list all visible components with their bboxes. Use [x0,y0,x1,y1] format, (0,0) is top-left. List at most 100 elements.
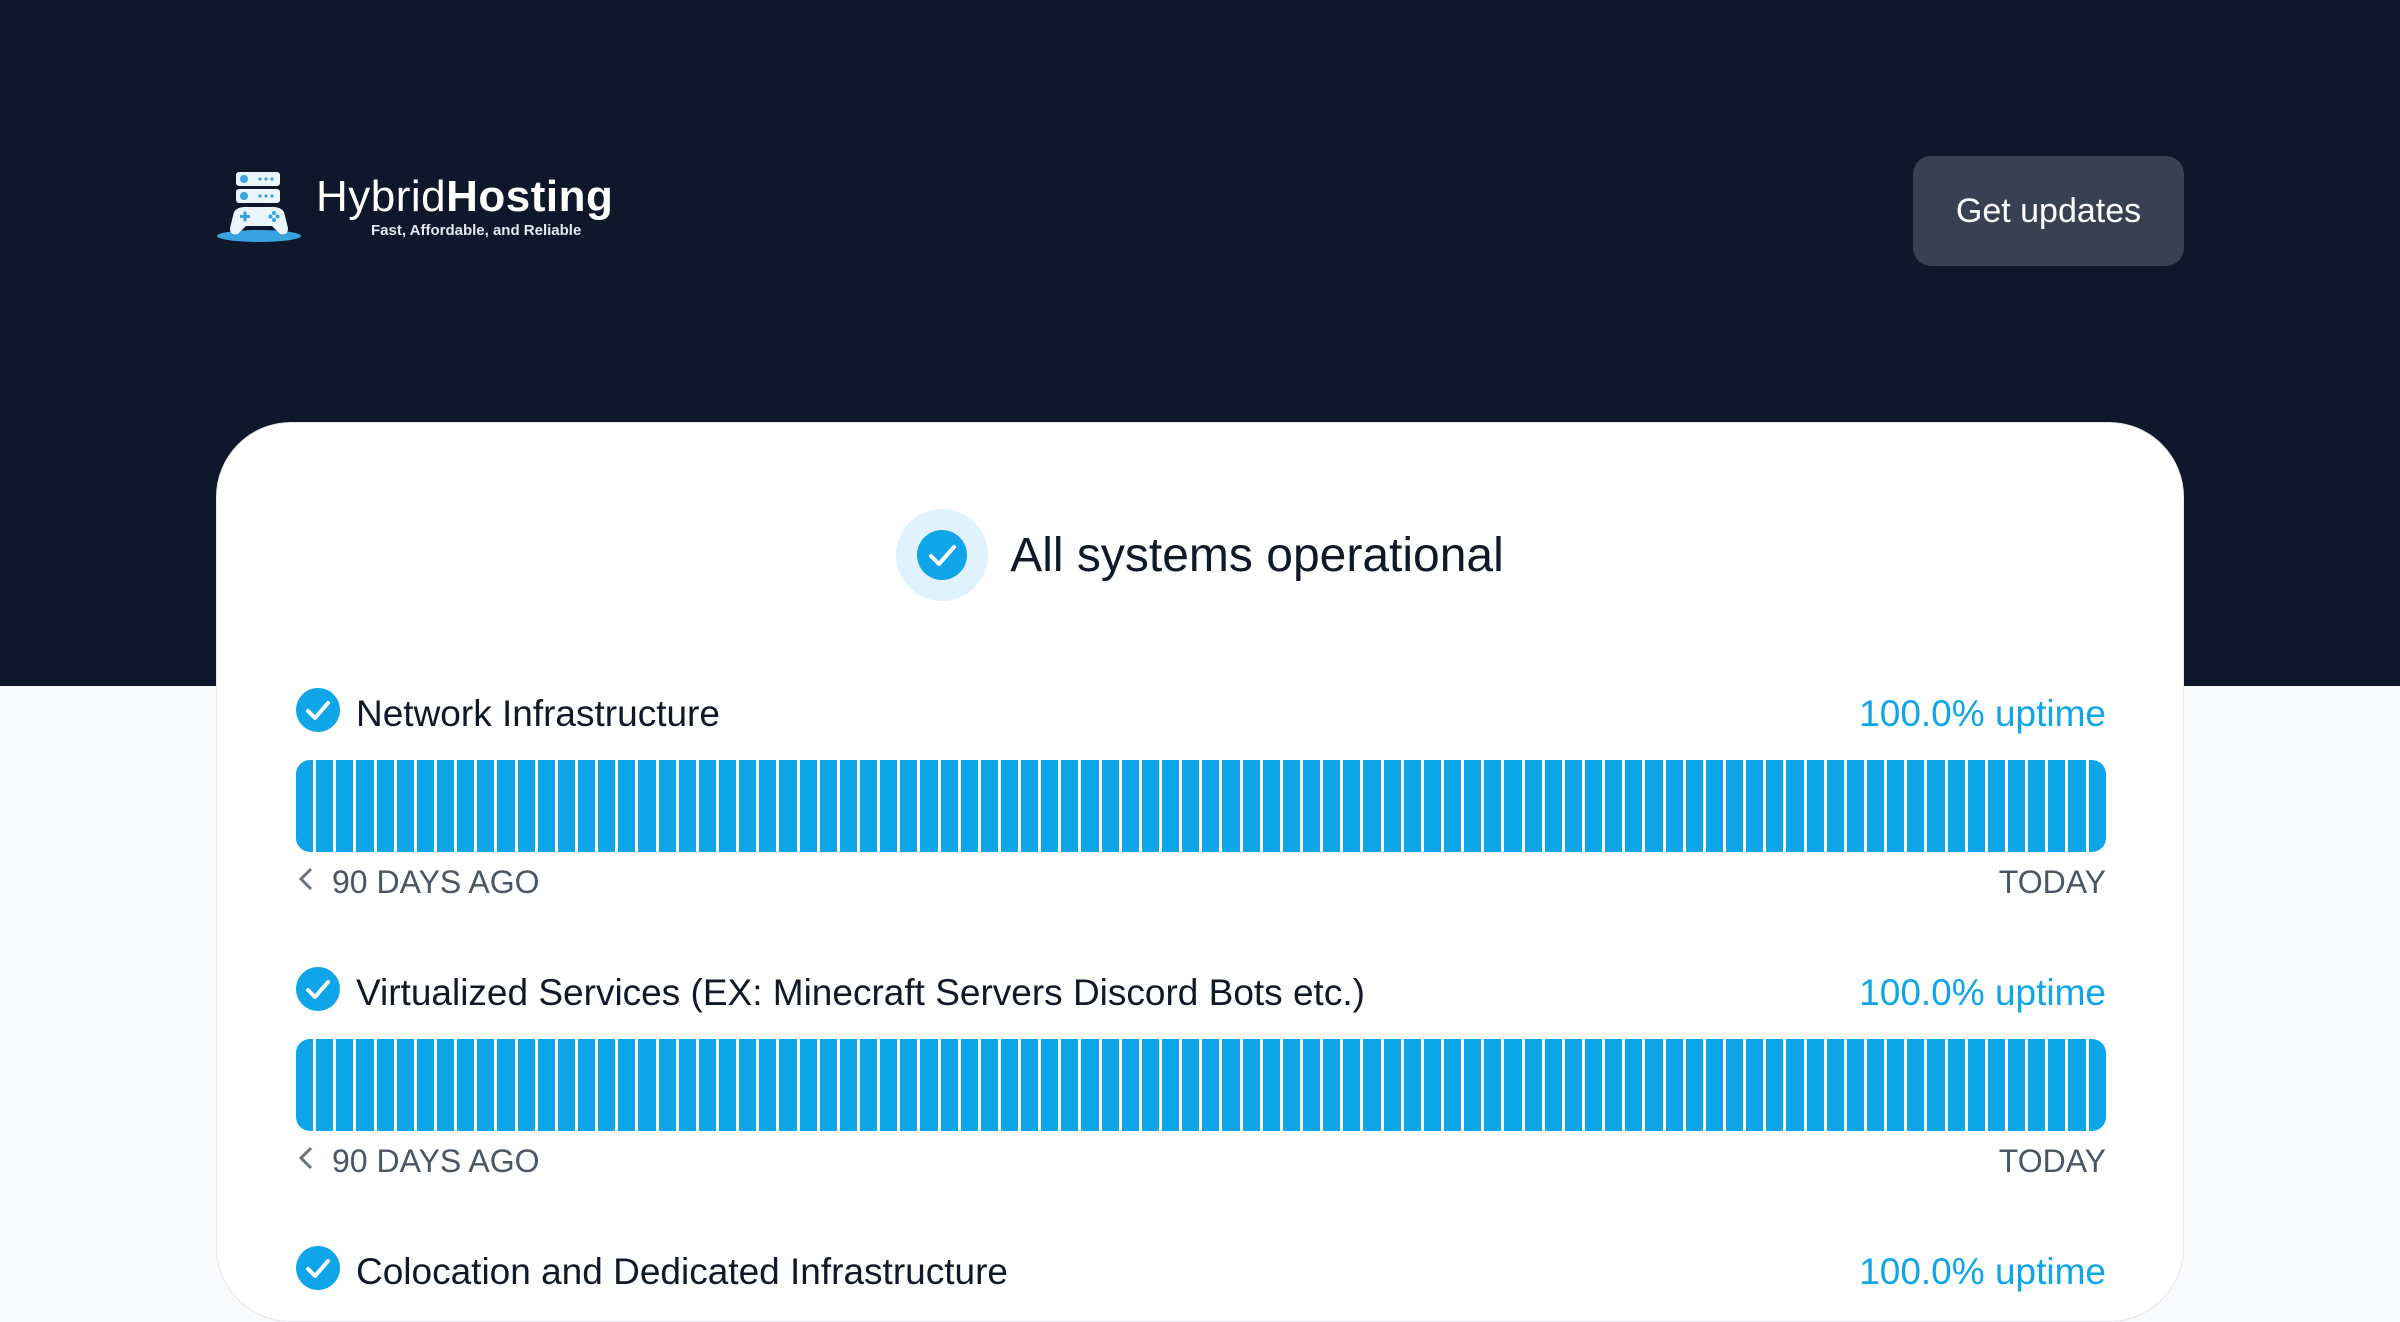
uptime-day-bar[interactable] [960,1039,978,1131]
uptime-day-bar[interactable] [1705,1039,1723,1131]
uptime-day-bar[interactable] [1887,760,1905,852]
uptime-day-bar[interactable] [1947,1039,1965,1131]
uptime-day-bar[interactable] [1887,1039,1905,1131]
uptime-day-bar[interactable] [1625,760,1643,852]
uptime-day-bar[interactable] [718,760,737,852]
uptime-day-bar[interactable] [859,760,878,852]
uptime-day-bar[interactable] [2068,760,2086,852]
uptime-day-bar[interactable] [1141,760,1160,852]
uptime-day-bar[interactable] [1323,760,1341,852]
chevron-left-icon[interactable] [296,1143,316,1180]
uptime-day-bar[interactable] [1343,760,1361,852]
uptime-day-bar[interactable] [1585,760,1603,852]
uptime-day-bar[interactable] [1786,760,1804,852]
logo[interactable]: HybridHosting Fast, Affordable, and Reli… [216,170,613,242]
uptime-day-bar[interactable] [1846,760,1864,852]
uptime-day-bar[interactable] [1202,760,1220,852]
uptime-day-bar[interactable] [296,760,314,852]
uptime-day-bar[interactable] [2048,760,2066,852]
get-updates-button[interactable]: Get updates [1913,156,2184,266]
uptime-day-bar[interactable] [436,760,455,852]
uptime-day-bar[interactable] [436,1039,455,1131]
uptime-day-bar[interactable] [759,1039,777,1131]
uptime-day-bar[interactable] [1021,760,1039,852]
uptime-day-bar[interactable] [839,1039,857,1131]
uptime-day-bar[interactable] [980,1039,998,1131]
uptime-day-bar[interactable] [1121,1039,1139,1131]
uptime-day-bar[interactable] [1182,1039,1200,1131]
uptime-day-bar[interactable] [1323,1039,1341,1131]
uptime-day-bar[interactable] [658,760,676,852]
uptime-day-bar[interactable] [1504,1039,1522,1131]
uptime-day-bar[interactable] [1423,760,1442,852]
uptime-day-bar[interactable] [1866,760,1885,852]
uptime-day-bar[interactable] [1363,1039,1381,1131]
uptime-day-bar[interactable] [497,1039,515,1131]
uptime-day-bar[interactable] [1182,760,1200,852]
uptime-day-bar[interactable] [1222,760,1240,852]
uptime-day-bar[interactable] [1403,1039,1421,1131]
uptime-day-bar[interactable] [819,1039,837,1131]
uptime-day-bar[interactable] [1303,1039,1321,1131]
uptime-day-bar[interactable] [396,1039,414,1131]
uptime-day-bar[interactable] [1141,1039,1160,1131]
uptime-day-bar[interactable] [819,760,837,852]
uptime-day-bar[interactable] [1061,760,1079,852]
uptime-day-bar[interactable] [1645,1039,1663,1131]
uptime-day-bar[interactable] [1222,1039,1240,1131]
uptime-day-bar[interactable] [759,760,777,852]
uptime-day-bar[interactable] [1464,1039,1482,1131]
uptime-day-bar[interactable] [638,760,656,852]
uptime-day-bar[interactable] [2088,760,2106,852]
uptime-day-bar[interactable] [1464,760,1482,852]
uptime-day-bar[interactable] [1403,760,1421,852]
uptime-day-bar[interactable] [1343,1039,1361,1131]
uptime-day-bar[interactable] [1927,1039,1945,1131]
uptime-day-bar[interactable] [396,760,414,852]
uptime-day-bar[interactable] [336,760,354,852]
uptime-day-bar[interactable] [577,760,596,852]
uptime-day-bar[interactable] [1564,760,1582,852]
uptime-day-bar[interactable] [1725,1039,1744,1131]
uptime-day-bar[interactable] [880,760,898,852]
uptime-day-bar[interactable] [1021,1039,1039,1131]
uptime-day-bar[interactable] [1101,760,1119,852]
uptime-day-bar[interactable] [1484,1039,1502,1131]
uptime-day-bar[interactable] [416,1039,434,1131]
uptime-day-bar[interactable] [1101,1039,1119,1131]
uptime-day-bar[interactable] [457,1039,475,1131]
uptime-day-bar[interactable] [1967,1039,1985,1131]
uptime-day-bar[interactable] [1766,760,1784,852]
uptime-day-bar[interactable] [739,1039,757,1131]
uptime-day-bar[interactable] [336,1039,354,1131]
uptime-day-bar[interactable] [1504,760,1522,852]
uptime-day-bar[interactable] [1605,1039,1623,1131]
uptime-day-bar[interactable] [1725,760,1744,852]
uptime-day-bar[interactable] [1665,1039,1683,1131]
uptime-day-bar[interactable] [1423,1039,1442,1131]
uptime-day-bar[interactable] [779,760,797,852]
uptime-day-bar[interactable] [859,1039,878,1131]
uptime-day-bar[interactable] [1685,1039,1703,1131]
uptime-day-bar[interactable] [356,1039,374,1131]
uptime-day-bar[interactable] [839,760,857,852]
uptime-day-bar[interactable] [477,760,495,852]
uptime-day-bar[interactable] [960,760,978,852]
uptime-day-bar[interactable] [1383,1039,1401,1131]
uptime-day-bar[interactable] [980,760,998,852]
uptime-day-bar[interactable] [477,1039,495,1131]
uptime-day-bar[interactable] [900,1039,918,1131]
uptime-day-bar[interactable] [698,1039,716,1131]
uptime-day-bar[interactable] [1826,760,1844,852]
uptime-day-bar[interactable] [779,1039,797,1131]
uptime-day-bar[interactable] [799,1039,817,1131]
uptime-day-bar[interactable] [1967,760,1985,852]
uptime-day-bar[interactable] [1524,760,1542,852]
uptime-day-bar[interactable] [1806,760,1824,852]
uptime-day-bar[interactable] [1000,760,1019,852]
uptime-day-bar[interactable] [537,1039,555,1131]
uptime-day-bar[interactable] [1162,760,1180,852]
uptime-day-bar[interactable] [658,1039,676,1131]
uptime-day-bar[interactable] [1484,760,1502,852]
uptime-day-bar[interactable] [618,760,636,852]
